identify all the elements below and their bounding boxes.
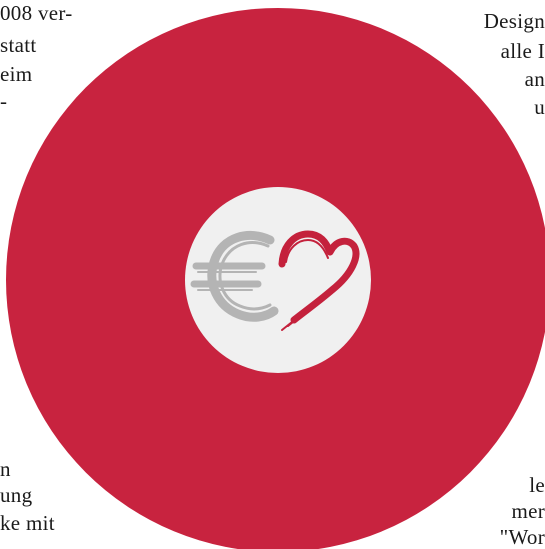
text-fragment-top-left-1: 008 ver- bbox=[0, 1, 73, 25]
heart-icon bbox=[278, 230, 360, 331]
text-fragment-bottom-right-1: le bbox=[529, 473, 545, 497]
text-fragment-top-left-2: statt bbox=[0, 33, 37, 57]
euro-icon bbox=[190, 230, 279, 322]
text-fragment-bottom-right-2: mer bbox=[511, 499, 545, 523]
text-fragment-top-right-1: Design bbox=[483, 9, 545, 33]
text-fragment-bottom-right-3: "Wor bbox=[499, 525, 545, 549]
text-fragment-top-right-3: an bbox=[524, 67, 545, 91]
text-fragment-top-left-3: eim bbox=[0, 62, 33, 86]
text-fragment-bottom-left-3: ke mit bbox=[0, 511, 55, 535]
text-fragment-top-right-2: alle I bbox=[500, 39, 545, 63]
disc-center bbox=[185, 187, 371, 373]
euro-heart-logo-icon bbox=[190, 230, 360, 331]
text-fragment-top-right-4: u bbox=[534, 95, 545, 119]
text-fragment-bottom-left-1: n bbox=[0, 457, 11, 481]
text-fragment-bottom-left-2: ung bbox=[0, 483, 33, 507]
text-fragment-top-left-4: - bbox=[0, 89, 8, 113]
